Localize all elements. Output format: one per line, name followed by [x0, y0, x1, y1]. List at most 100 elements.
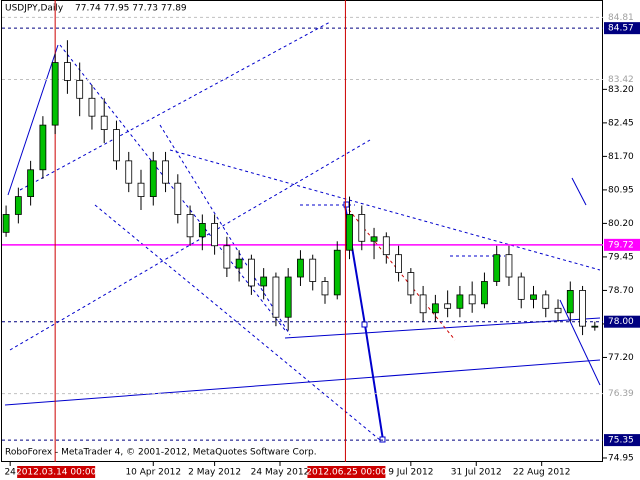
candle-body	[382, 236, 390, 256]
candle-body	[591, 325, 599, 328]
candle-body	[309, 258, 317, 282]
candle-body	[211, 223, 218, 247]
channel-line	[159, 124, 291, 336]
candle-body	[2, 214, 10, 233]
candle-body	[431, 303, 439, 314]
date-label-box	[307, 466, 386, 478]
candle-body	[113, 129, 120, 162]
candle-body	[579, 290, 586, 327]
level-label-box	[604, 434, 640, 447]
plot-frame	[1, 0, 603, 462]
candle-body	[14, 196, 22, 215]
candle-body	[407, 272, 415, 296]
candle-body	[517, 276, 525, 300]
candle-body	[444, 303, 452, 309]
candle-body	[64, 62, 71, 81]
candle-body	[468, 294, 476, 305]
date-label: 2012.03.14 00:00	[16, 468, 97, 478]
candle-body	[100, 115, 108, 130]
candle-body	[530, 294, 537, 300]
candle-body	[223, 245, 231, 269]
x-tick-label: 2 May 2012	[188, 468, 241, 478]
y-tick-label: 82.45	[608, 118, 634, 128]
y-tick-label: 81.70	[608, 152, 634, 162]
date-label: 2012.06.25 00:00	[306, 468, 387, 478]
trend-line	[284, 317, 601, 339]
candle-body	[88, 97, 96, 117]
y-tick-label: 77.20	[608, 353, 634, 363]
y-tick-label: 78.70	[608, 286, 634, 296]
candle-body	[493, 254, 501, 282]
level-label: 84.57	[608, 24, 634, 34]
projection-line	[559, 299, 601, 386]
candle-body	[39, 124, 47, 171]
x-tick-label: 9 Jul 2012	[388, 468, 433, 478]
candle-body	[51, 62, 59, 126]
candle-body	[235, 258, 243, 269]
level-label-box	[604, 22, 640, 35]
x-tick-label: 10 Apr 2012	[125, 468, 181, 478]
channel-line	[19, 21, 331, 191]
level-label: 83.42	[608, 75, 634, 85]
x-tick-label: 22 Aug 2012	[513, 468, 571, 478]
point-marker	[379, 436, 386, 443]
candle-body	[247, 258, 255, 287]
candle-body	[149, 160, 157, 197]
y-tick-label: 80.95	[608, 185, 634, 195]
candle-body	[419, 294, 427, 314]
trend-line	[4, 359, 601, 406]
ohlc-readout: 77.74 77.95 77.73 77.89	[75, 4, 187, 14]
level-label: 84.81	[608, 13, 634, 23]
candle-body	[542, 294, 550, 309]
level-label: 76.39	[608, 389, 634, 399]
candle-body	[358, 214, 366, 242]
x-tick-label: 31 Jul 2012	[451, 468, 502, 478]
x-tick-label: 24	[4, 468, 16, 478]
channel-line	[169, 149, 601, 271]
target-line	[344, 204, 456, 341]
candle-body	[162, 160, 169, 184]
candle-body	[186, 214, 194, 238]
candle-body	[505, 254, 513, 278]
candle-body	[260, 276, 268, 287]
candle-body	[346, 214, 353, 251]
candle-body	[174, 182, 182, 215]
candle-body	[566, 290, 574, 314]
y-tick-label: 74.95	[608, 453, 634, 463]
candle-body	[284, 276, 292, 318]
candle-body	[137, 182, 145, 197]
level-label-box	[604, 238, 640, 251]
level-label: 75.35	[608, 436, 634, 446]
y-tick-label: 79.45	[608, 252, 634, 262]
candle-body	[370, 236, 378, 242]
candle-body	[27, 169, 35, 197]
candle-body	[481, 281, 488, 305]
candle-body	[297, 258, 304, 278]
candle-body	[456, 294, 464, 309]
candle-body	[125, 160, 133, 184]
point-marker	[343, 201, 350, 208]
x-tick-label: 24 May 2012	[251, 468, 310, 478]
date-label-box	[17, 466, 96, 478]
projection-line	[571, 177, 587, 206]
channel-line	[59, 44, 286, 331]
plot-area	[2, 0, 603, 462]
candle-body	[395, 254, 402, 273]
candle-body	[76, 80, 84, 99]
y-tick-label: 83.20	[608, 85, 634, 95]
candle-body	[321, 281, 329, 296]
candle-body	[554, 307, 562, 314]
level-label: 78.00	[608, 317, 634, 327]
chart-title: USDJPY,Daily	[5, 4, 64, 14]
point-marker	[361, 321, 368, 328]
wave-line	[7, 44, 59, 196]
level-label-box	[604, 315, 640, 328]
y-tick-label: 80.20	[608, 219, 634, 229]
level-label: 79.72	[608, 240, 634, 250]
candle-body	[198, 223, 206, 238]
footer: RoboForex - MetaTrader 4, © 2001-2012, M…	[5, 448, 317, 458]
candle-body	[333, 249, 341, 296]
